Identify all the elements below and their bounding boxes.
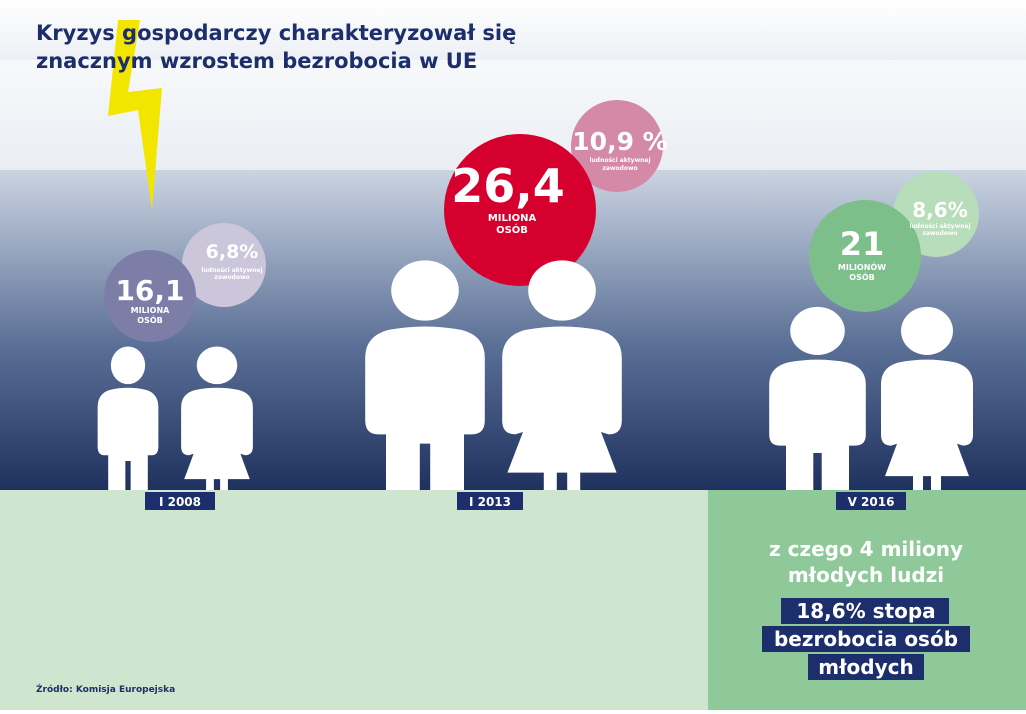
title: znacznym wzrostem bezrobocia w UE	[36, 49, 477, 73]
percent-note: zawodowo	[922, 230, 957, 237]
percent-note: zawodowo	[214, 274, 249, 281]
percent-note: ludności aktywnej	[589, 157, 650, 164]
youth-text: młodych ludzi	[788, 563, 944, 587]
unit: OSÓB	[137, 314, 162, 325]
infographic: Kryzys gospodarczy charakteryzował się z…	[0, 0, 1026, 710]
percent-note: zawodowo	[602, 165, 637, 172]
value: 16,1	[115, 274, 184, 307]
date: I 2013	[469, 495, 511, 509]
percent: 6,8%	[206, 241, 259, 263]
value: 21	[840, 225, 885, 263]
title: Kryzys gospodarczy charakteryzował się	[36, 21, 516, 45]
youth-rate: młodych	[818, 655, 913, 679]
unit: MILIONA	[488, 213, 537, 224]
date: V 2016	[848, 495, 895, 509]
page: {"title": {"line1": "Kryzys gospodarczy …	[0, 0, 1026, 714]
unit: OSÓB	[849, 271, 874, 282]
percent-note: ludności aktywnej	[201, 267, 262, 274]
youth-rate: 18,6% stopa	[796, 599, 935, 623]
youth-text: z czego 4 miliony	[769, 537, 963, 561]
percent-note: ludności aktywnej	[909, 223, 970, 230]
date: I 2008	[159, 495, 201, 509]
unit: MILIONA	[131, 306, 171, 315]
percent: 8,6%	[912, 198, 967, 222]
youth-rate: bezrobocia osób	[774, 627, 958, 651]
unit: MILIONÓW	[838, 261, 886, 272]
unit: OSÓB	[496, 223, 528, 236]
percent: 10,9 %	[572, 127, 667, 156]
value: 26,4	[451, 159, 565, 213]
source: Źródło: Komisja Europejska	[36, 683, 175, 695]
